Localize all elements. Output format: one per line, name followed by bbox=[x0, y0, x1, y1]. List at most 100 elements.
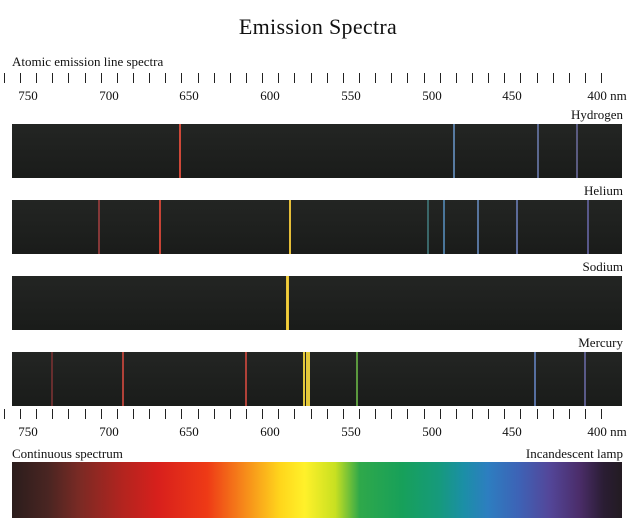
scale-tick-label: 700 bbox=[99, 424, 119, 439]
atomic-spectra-label: Atomic emission line spectra bbox=[12, 54, 164, 69]
scale-tick bbox=[488, 409, 489, 419]
scale-tick bbox=[311, 73, 312, 83]
scale-tick-label: 500 bbox=[422, 424, 442, 439]
scale-tick bbox=[101, 409, 102, 419]
emission-line bbox=[98, 200, 100, 254]
scale-tick bbox=[456, 409, 457, 419]
scale-tick bbox=[504, 73, 505, 83]
scale-tick bbox=[311, 409, 312, 419]
scale-tick bbox=[68, 409, 69, 419]
scale-tick bbox=[278, 409, 279, 419]
emission-line bbox=[587, 200, 589, 254]
spectrum-label-mercury: Mercury bbox=[578, 335, 623, 350]
scale-tick-label: 450 bbox=[502, 424, 522, 439]
scale-tick bbox=[246, 409, 247, 419]
scale-tick bbox=[230, 409, 231, 419]
scale-tick bbox=[133, 409, 134, 419]
scale-tick bbox=[537, 409, 538, 419]
scale-tick bbox=[262, 409, 263, 419]
emission-line bbox=[453, 124, 455, 178]
scale-tick bbox=[456, 73, 457, 83]
emission-line bbox=[287, 276, 289, 330]
emission-line bbox=[477, 200, 479, 254]
scale-tick bbox=[359, 409, 360, 419]
scale-tick bbox=[488, 73, 489, 83]
scale-tick bbox=[181, 409, 182, 419]
scale-tick bbox=[553, 73, 554, 83]
scale-tick bbox=[553, 409, 554, 419]
scale-tick bbox=[4, 409, 5, 419]
scale-tick bbox=[117, 409, 118, 419]
emission-line bbox=[122, 352, 124, 406]
emission-line bbox=[537, 124, 539, 178]
scale-tick-label: 600 bbox=[260, 88, 280, 103]
scale-tick bbox=[424, 73, 425, 83]
page-title: Emission Spectra bbox=[238, 14, 398, 39]
scale-tick bbox=[52, 409, 53, 419]
scale-tick bbox=[165, 409, 166, 419]
scale-tick-label: 450 bbox=[502, 88, 522, 103]
scale-tick bbox=[327, 73, 328, 83]
emission-line bbox=[356, 352, 358, 406]
scale-tick bbox=[537, 73, 538, 83]
scale-tick bbox=[391, 73, 392, 83]
scale-tick bbox=[85, 73, 86, 83]
incandescent-lamp-label: Incandescent lamp bbox=[525, 446, 623, 461]
scale-tick bbox=[36, 73, 37, 83]
scale-tick bbox=[343, 73, 344, 83]
emission-line bbox=[303, 352, 305, 406]
scale-tick bbox=[278, 73, 279, 83]
scale-tick bbox=[601, 409, 602, 419]
wavelength-scale-bottom: 750 700 650 600 550 500 450 400 nm bbox=[0, 407, 636, 441]
scale-tick bbox=[407, 409, 408, 419]
scale-tick bbox=[230, 73, 231, 83]
spectrum-label-sodium: Sodium bbox=[582, 259, 623, 274]
emission-line bbox=[306, 352, 308, 406]
scale-tick bbox=[585, 73, 586, 83]
scale-tick bbox=[214, 73, 215, 83]
scale-tick-label: 550 bbox=[341, 88, 361, 103]
scale-tick-label: 750 bbox=[18, 88, 38, 103]
scale-tick-label: 650 bbox=[179, 88, 199, 103]
scale-tick bbox=[504, 409, 505, 419]
scale-tick bbox=[149, 409, 150, 419]
scale-tick bbox=[520, 73, 521, 83]
emission-line bbox=[289, 200, 291, 254]
spectrum-mercury bbox=[12, 352, 622, 406]
scale-tick bbox=[181, 73, 182, 83]
continuous-spectrum-band bbox=[12, 462, 622, 518]
scale-tick bbox=[198, 409, 199, 419]
scale-tick-label: 400 nm bbox=[587, 424, 627, 439]
scale-tick bbox=[440, 73, 441, 83]
scale-tick bbox=[4, 73, 5, 83]
scale-tick bbox=[149, 73, 150, 83]
scale-tick bbox=[294, 73, 295, 83]
scale-tick bbox=[85, 409, 86, 419]
scale-tick-label: 750 bbox=[18, 424, 38, 439]
scale-tick bbox=[214, 409, 215, 419]
scale-tick bbox=[68, 73, 69, 83]
scale-tick bbox=[262, 73, 263, 83]
scale-tick bbox=[343, 409, 344, 419]
scale-tick bbox=[472, 73, 473, 83]
emission-line bbox=[159, 200, 161, 254]
spectrum-label-helium: Helium bbox=[584, 183, 623, 198]
scale-tick bbox=[569, 73, 570, 83]
spectrum-label-hydrogen: Hydrogen bbox=[571, 107, 623, 122]
scale-tick bbox=[198, 73, 199, 83]
spectrum-sodium bbox=[12, 276, 622, 330]
scale-tick-label: 650 bbox=[179, 424, 199, 439]
scale-tick-label: 700 bbox=[99, 88, 119, 103]
spectrum-helium bbox=[12, 200, 622, 254]
scale-tick-label: 400 nm bbox=[587, 88, 627, 103]
scale-tick bbox=[472, 409, 473, 419]
scale-tick bbox=[20, 409, 21, 419]
scale-tick-label: 550 bbox=[341, 424, 361, 439]
continuous-spectrum-label: Continuous spectrum bbox=[12, 446, 123, 461]
emission-line bbox=[443, 200, 445, 254]
scale-tick bbox=[294, 409, 295, 419]
scale-tick bbox=[20, 73, 21, 83]
scale-tick bbox=[52, 73, 53, 83]
scale-tick bbox=[327, 409, 328, 419]
wavelength-scale-top: 750 700 650 600 550 500 450 400 nm bbox=[0, 71, 636, 105]
